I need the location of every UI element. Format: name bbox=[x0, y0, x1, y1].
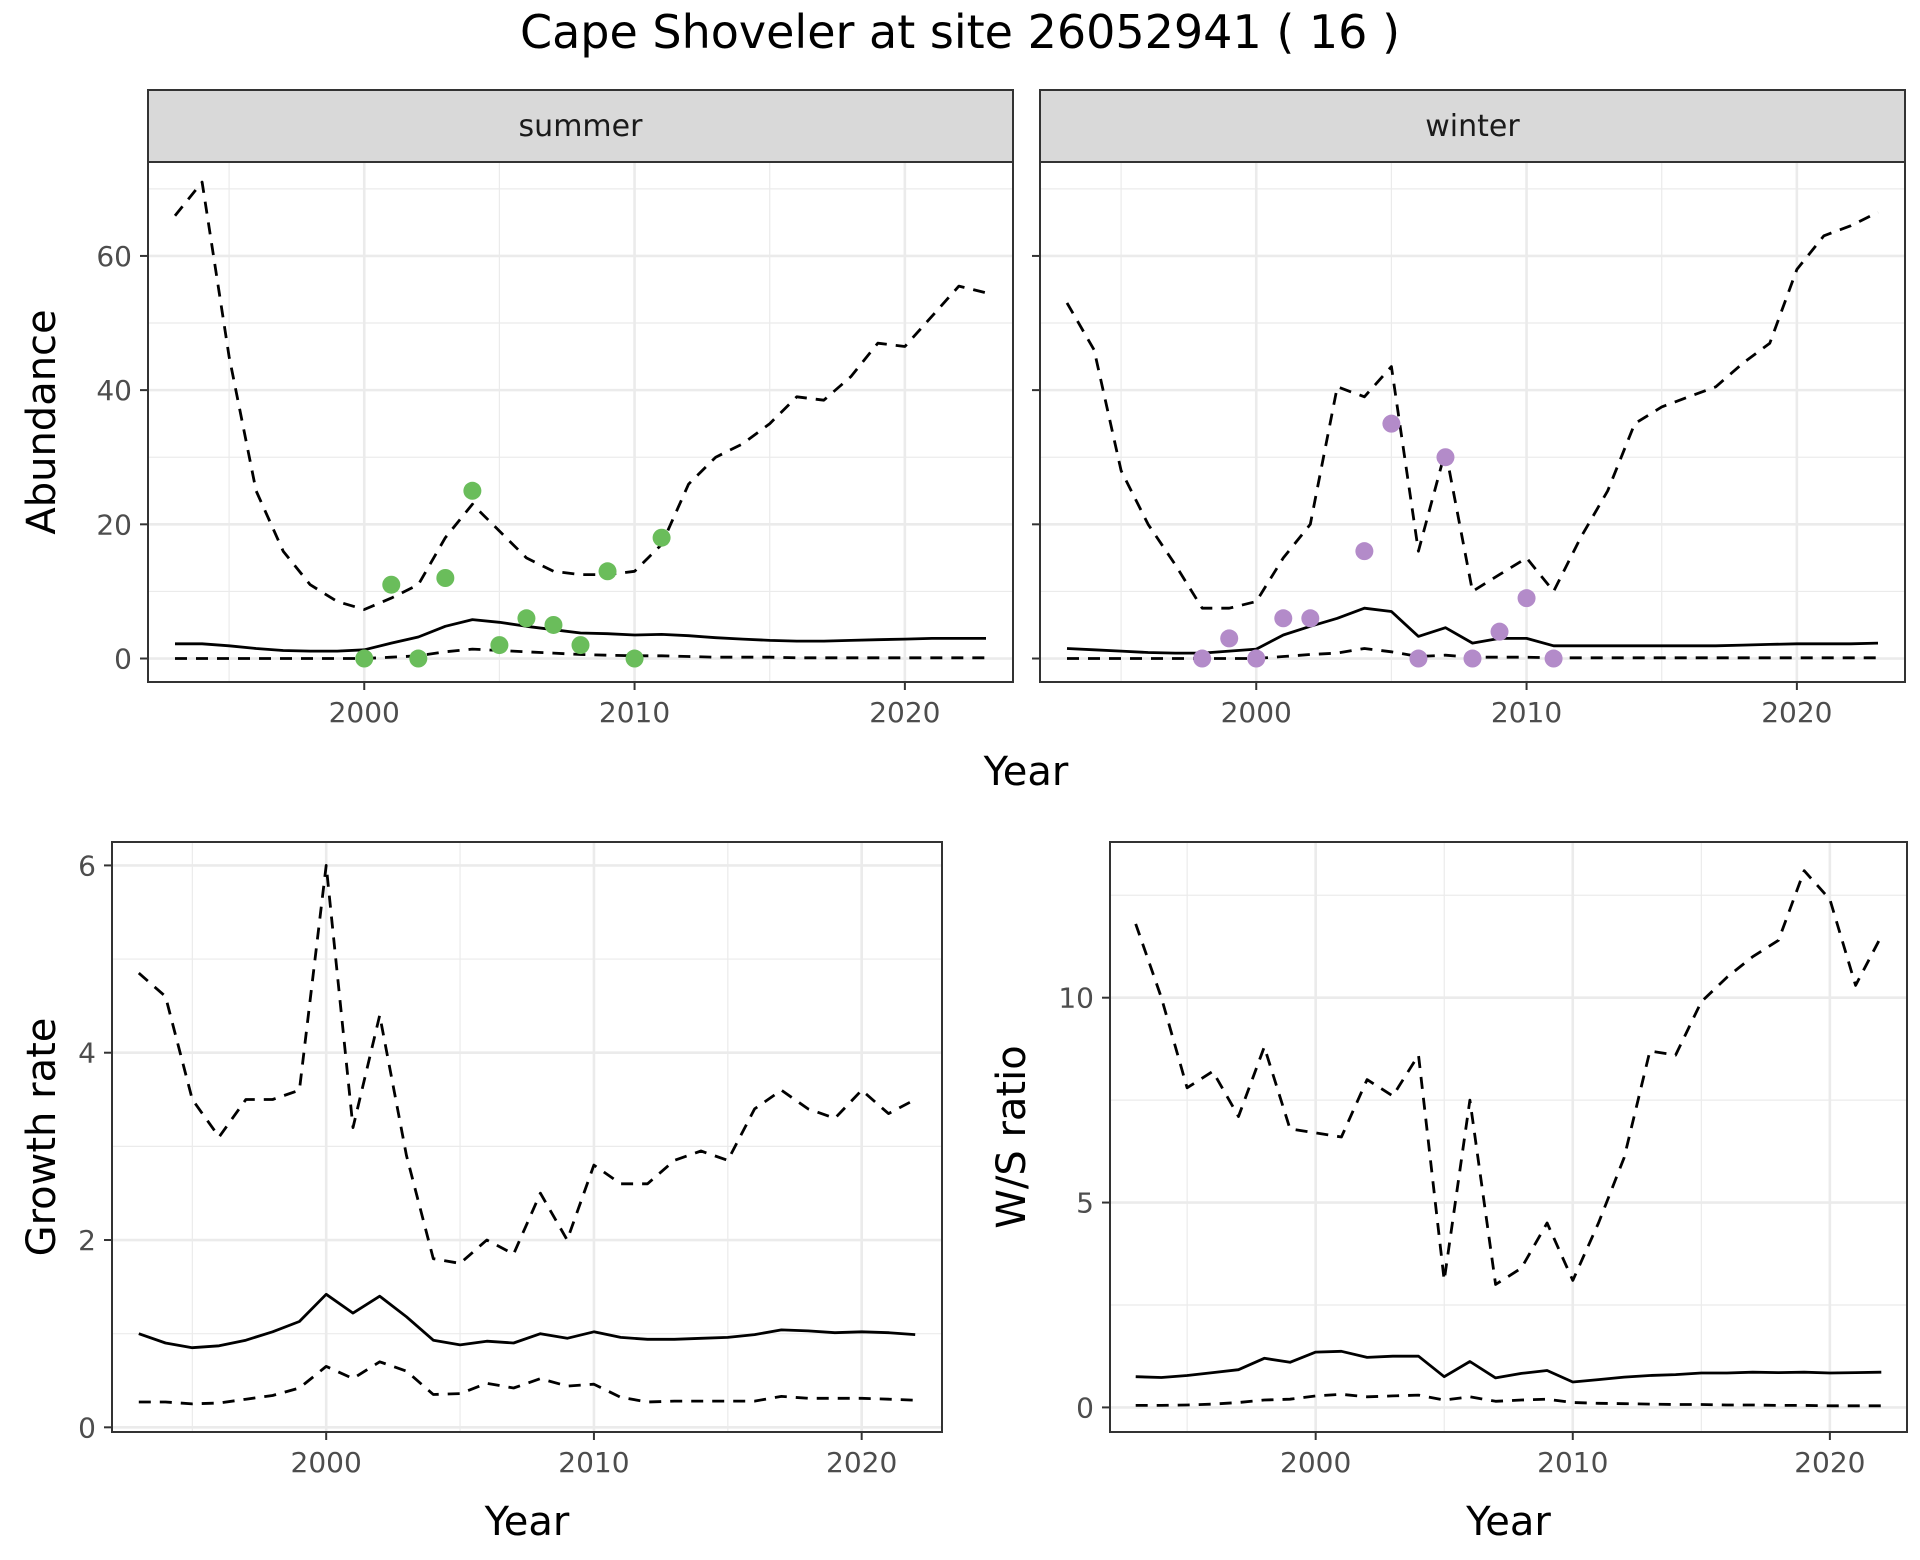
x-tick-label: 2020 bbox=[869, 696, 940, 729]
data-point bbox=[409, 649, 428, 668]
series-line-estimate bbox=[138, 1292, 916, 1350]
series-layer bbox=[137, 864, 916, 1406]
data-point bbox=[1301, 609, 1320, 628]
series-line-upper bbox=[137, 864, 916, 1265]
x-tick-label: 2000 bbox=[329, 696, 400, 729]
data-point bbox=[1544, 649, 1563, 668]
strip-label-winter: winter bbox=[1425, 109, 1520, 144]
y-tick-label: 4 bbox=[78, 1037, 96, 1070]
data-point bbox=[1355, 542, 1374, 561]
x-tick-label: 2000 bbox=[291, 1446, 362, 1479]
data-point bbox=[1436, 448, 1455, 467]
strip-summer bbox=[147, 89, 1014, 163]
y-tick-label: 6 bbox=[78, 849, 96, 882]
data-point bbox=[1490, 622, 1509, 641]
y-axis-title: W/S ratio bbox=[989, 1045, 1035, 1228]
panel-border bbox=[1109, 841, 1908, 1433]
data-point bbox=[382, 575, 401, 594]
y-tick-label: 0 bbox=[114, 643, 132, 676]
data-point bbox=[1274, 609, 1293, 628]
y-tick-label: 2 bbox=[78, 1224, 96, 1257]
data-point bbox=[1382, 414, 1401, 433]
y-axis-title: Growth rate bbox=[19, 1018, 65, 1257]
y-tick-label: 10 bbox=[1058, 982, 1094, 1015]
y-tick-label: 0 bbox=[78, 1411, 96, 1444]
data-point bbox=[1463, 649, 1482, 668]
series-line-upper bbox=[1134, 869, 1883, 1286]
x-tick-label: 2020 bbox=[1761, 696, 1832, 729]
x-tick-label: 2020 bbox=[1794, 1446, 1865, 1479]
abundance-summer-panel: summer 2000 2010 2020 0 20 40 60 Abundance bbox=[19, 89, 1014, 729]
x-tick-label: 2000 bbox=[1280, 1446, 1351, 1479]
series-line-upper bbox=[173, 180, 987, 611]
panel-background bbox=[148, 162, 1013, 682]
ws-ratio-panel: 2000 2010 2020 0 5 10 W/S ratio Year bbox=[989, 841, 1908, 1545]
y-tick-label: 5 bbox=[1076, 1187, 1094, 1220]
series-line-lower bbox=[175, 647, 986, 660]
series-line-estimate bbox=[1135, 1349, 1882, 1384]
data-point bbox=[571, 636, 590, 655]
series-layer bbox=[173, 180, 987, 668]
strip-winter bbox=[1039, 89, 1906, 163]
panel-background bbox=[1040, 162, 1905, 682]
y-tick-label: 20 bbox=[96, 508, 132, 541]
series-line-lower bbox=[138, 1360, 916, 1406]
y-tick-label: 60 bbox=[96, 240, 132, 273]
data-point bbox=[544, 615, 563, 634]
data-point bbox=[463, 481, 482, 500]
x-axis-title: Year bbox=[484, 1499, 570, 1545]
x-tick-label: 2020 bbox=[826, 1446, 897, 1479]
series-layer bbox=[1134, 869, 1883, 1408]
data-point bbox=[490, 636, 509, 655]
x-tick-label: 2000 bbox=[1221, 696, 1292, 729]
panel-border bbox=[1039, 161, 1906, 683]
abundance-winter-panel: winter 2000 2010 2020 bbox=[1032, 89, 1906, 729]
data-point bbox=[355, 649, 374, 668]
panel-border bbox=[147, 161, 1014, 683]
main-title: Cape Shoveler at site 26052941 ( 16 ) bbox=[520, 5, 1400, 59]
y-axis-title: Abundance bbox=[19, 309, 65, 534]
data-point bbox=[625, 649, 644, 668]
x-tick-label: 2010 bbox=[558, 1446, 629, 1479]
strip-label-summer: summer bbox=[519, 109, 644, 144]
data-point bbox=[1517, 589, 1536, 608]
series-line-estimate bbox=[175, 618, 986, 653]
y-tick-label: 0 bbox=[1076, 1391, 1094, 1424]
panel-border bbox=[111, 841, 943, 1433]
x-tick-label: 2010 bbox=[599, 696, 670, 729]
x-axis-title: Year bbox=[1465, 1499, 1551, 1545]
data-point bbox=[517, 609, 536, 628]
shared-x-axis-title: Year bbox=[983, 749, 1069, 795]
data-point bbox=[652, 528, 671, 547]
data-point bbox=[1247, 649, 1266, 668]
growth-rate-panel: 2000 2010 2020 0 2 4 6 Growth rate Year bbox=[19, 841, 943, 1545]
panel-background bbox=[1110, 842, 1907, 1432]
data-point bbox=[1220, 629, 1239, 648]
series-line-upper bbox=[1065, 211, 1879, 610]
y-tick-label: 40 bbox=[96, 374, 132, 407]
data-point bbox=[1193, 649, 1212, 668]
x-tick-label: 2010 bbox=[1537, 1446, 1608, 1479]
series-layer bbox=[1065, 211, 1879, 668]
data-point bbox=[598, 562, 617, 581]
data-point bbox=[436, 569, 455, 587]
data-point bbox=[1409, 649, 1428, 668]
x-tick-label: 2010 bbox=[1491, 696, 1562, 729]
